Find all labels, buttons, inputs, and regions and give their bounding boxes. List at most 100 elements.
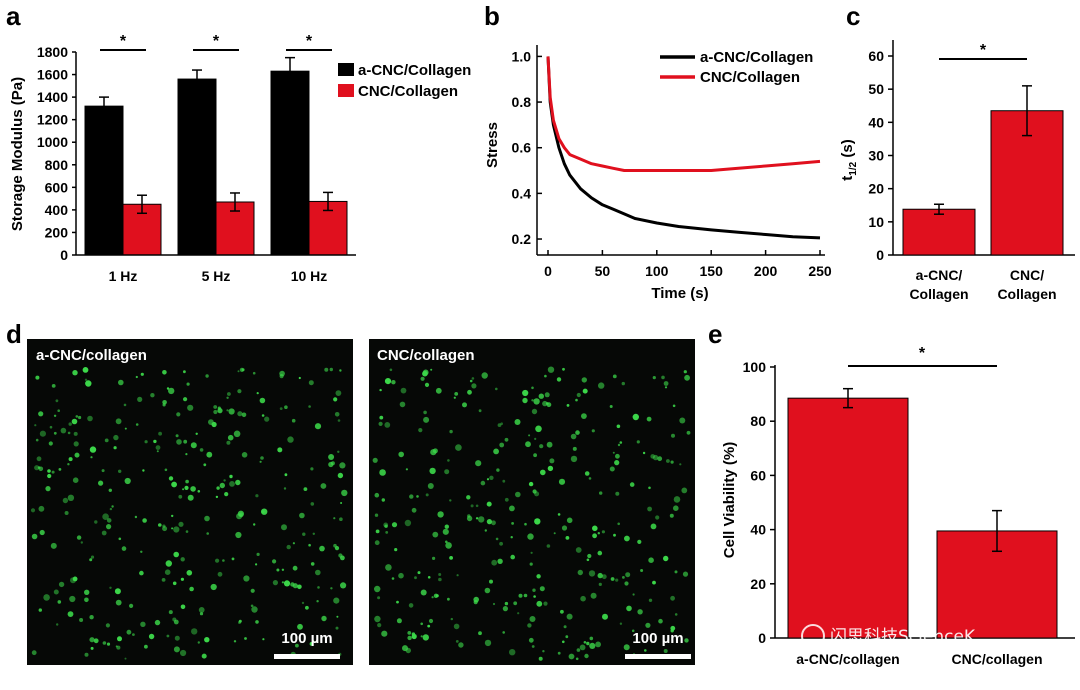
cell-dot — [565, 536, 570, 540]
cell-dot — [673, 505, 679, 512]
cell-dot — [168, 476, 174, 481]
cell-dot — [499, 541, 503, 546]
cell-dot — [612, 374, 617, 379]
cell-dot — [544, 392, 550, 398]
a-ytick-label: 200 — [45, 224, 69, 240]
cell-dot — [132, 633, 135, 636]
cell-dot — [279, 407, 283, 410]
cell-dot — [244, 637, 247, 640]
cell-dot — [172, 581, 177, 586]
cell-dot — [455, 444, 462, 451]
cell-dot — [377, 596, 381, 600]
cell-dot — [178, 494, 183, 499]
cell-dot — [514, 419, 521, 425]
a-ytick-label: 400 — [45, 202, 69, 218]
cell-dot — [191, 628, 198, 635]
cell-dot — [642, 451, 646, 455]
cell-dot — [645, 622, 651, 628]
cell-dot — [211, 421, 217, 428]
cell-dot — [239, 367, 244, 372]
cell-dot — [116, 645, 121, 650]
cell-dot — [105, 623, 110, 628]
cell-dot — [420, 376, 425, 381]
a-xtick-label: 1 Hz — [109, 268, 138, 284]
cell-dot — [636, 440, 640, 444]
cell-dot — [530, 551, 533, 554]
cell-dot — [279, 370, 285, 377]
cell-dot — [409, 494, 414, 499]
cell-dot — [666, 459, 670, 463]
cell-dot — [117, 636, 122, 642]
cell-dot — [542, 650, 545, 653]
cell-dot — [562, 367, 565, 371]
cell-dot — [197, 490, 201, 493]
cell-dot — [466, 495, 471, 500]
cell-dot — [38, 411, 44, 417]
cell-dot — [527, 533, 534, 540]
cell-dot — [570, 455, 578, 463]
cell-dot — [384, 422, 391, 428]
cell-dot — [510, 536, 513, 539]
e-ytick-label: 40 — [750, 522, 766, 538]
cell-dot — [566, 404, 570, 407]
cell-dot — [375, 529, 380, 534]
cell-dot — [241, 452, 248, 458]
cell-dot — [315, 569, 321, 576]
cell-dot — [101, 469, 105, 473]
cell-dot — [400, 387, 407, 394]
cell-dot — [531, 399, 534, 402]
b-line-cnc — [546, 56, 821, 172]
cell-dot — [35, 375, 40, 380]
cell-dot — [186, 570, 193, 576]
a-ytick-label: 800 — [45, 157, 69, 173]
c-ytick-label: 60 — [868, 48, 884, 64]
cell-dot — [405, 647, 411, 654]
cell-dot — [189, 586, 194, 592]
cell-dot — [123, 403, 127, 407]
cell-dot — [80, 541, 84, 544]
cell-dot — [595, 641, 601, 648]
legend-b-label-cnc: CNC/Collagen — [700, 69, 800, 86]
cell-dot — [142, 518, 147, 523]
cell-dot — [256, 392, 259, 395]
cell-dot — [626, 605, 632, 612]
c-sig-star: * — [980, 42, 987, 59]
cell-dot — [522, 397, 528, 404]
cell-dot — [180, 557, 185, 562]
cell-dot — [89, 558, 93, 562]
cell-dot — [72, 370, 78, 376]
cell-dot — [186, 382, 190, 386]
cell-dot — [84, 597, 89, 603]
cell-dot — [319, 545, 325, 552]
cell-dot — [205, 374, 209, 378]
cell-dot — [510, 554, 515, 560]
cell-dot — [429, 467, 436, 475]
cell-dot — [295, 643, 299, 648]
cell-dot — [407, 635, 412, 641]
b-ytick-label: 0.6 — [512, 140, 532, 156]
cell-dot — [340, 582, 347, 589]
cell-dot — [435, 387, 442, 394]
panel-e-y-label: Cell Viability (%) — [721, 442, 738, 558]
cell-dot — [317, 586, 320, 589]
b-xtick-label: 250 — [808, 263, 832, 279]
cell-dot — [337, 419, 341, 422]
cell-dot — [560, 609, 564, 614]
cell-dot — [438, 573, 442, 576]
cell-dot — [622, 576, 625, 579]
cell-dot — [528, 434, 531, 437]
cell-dot — [79, 618, 84, 622]
cell-dot — [57, 409, 60, 413]
cell-dot — [572, 446, 577, 451]
cell-dot — [493, 448, 499, 455]
cell-dot — [62, 497, 69, 504]
cell-dot — [82, 367, 89, 373]
cell-dot — [632, 593, 635, 596]
cell-dot — [437, 511, 444, 518]
cell-dot — [302, 532, 306, 536]
cell-dot — [586, 641, 590, 646]
panel-e: e 0 20 40 60 80 100 a-CNC/collagen CNC/collage… — [708, 319, 1075, 667]
cell-dot — [670, 629, 674, 633]
cell-dot — [233, 430, 241, 438]
cell-dot — [467, 389, 472, 395]
